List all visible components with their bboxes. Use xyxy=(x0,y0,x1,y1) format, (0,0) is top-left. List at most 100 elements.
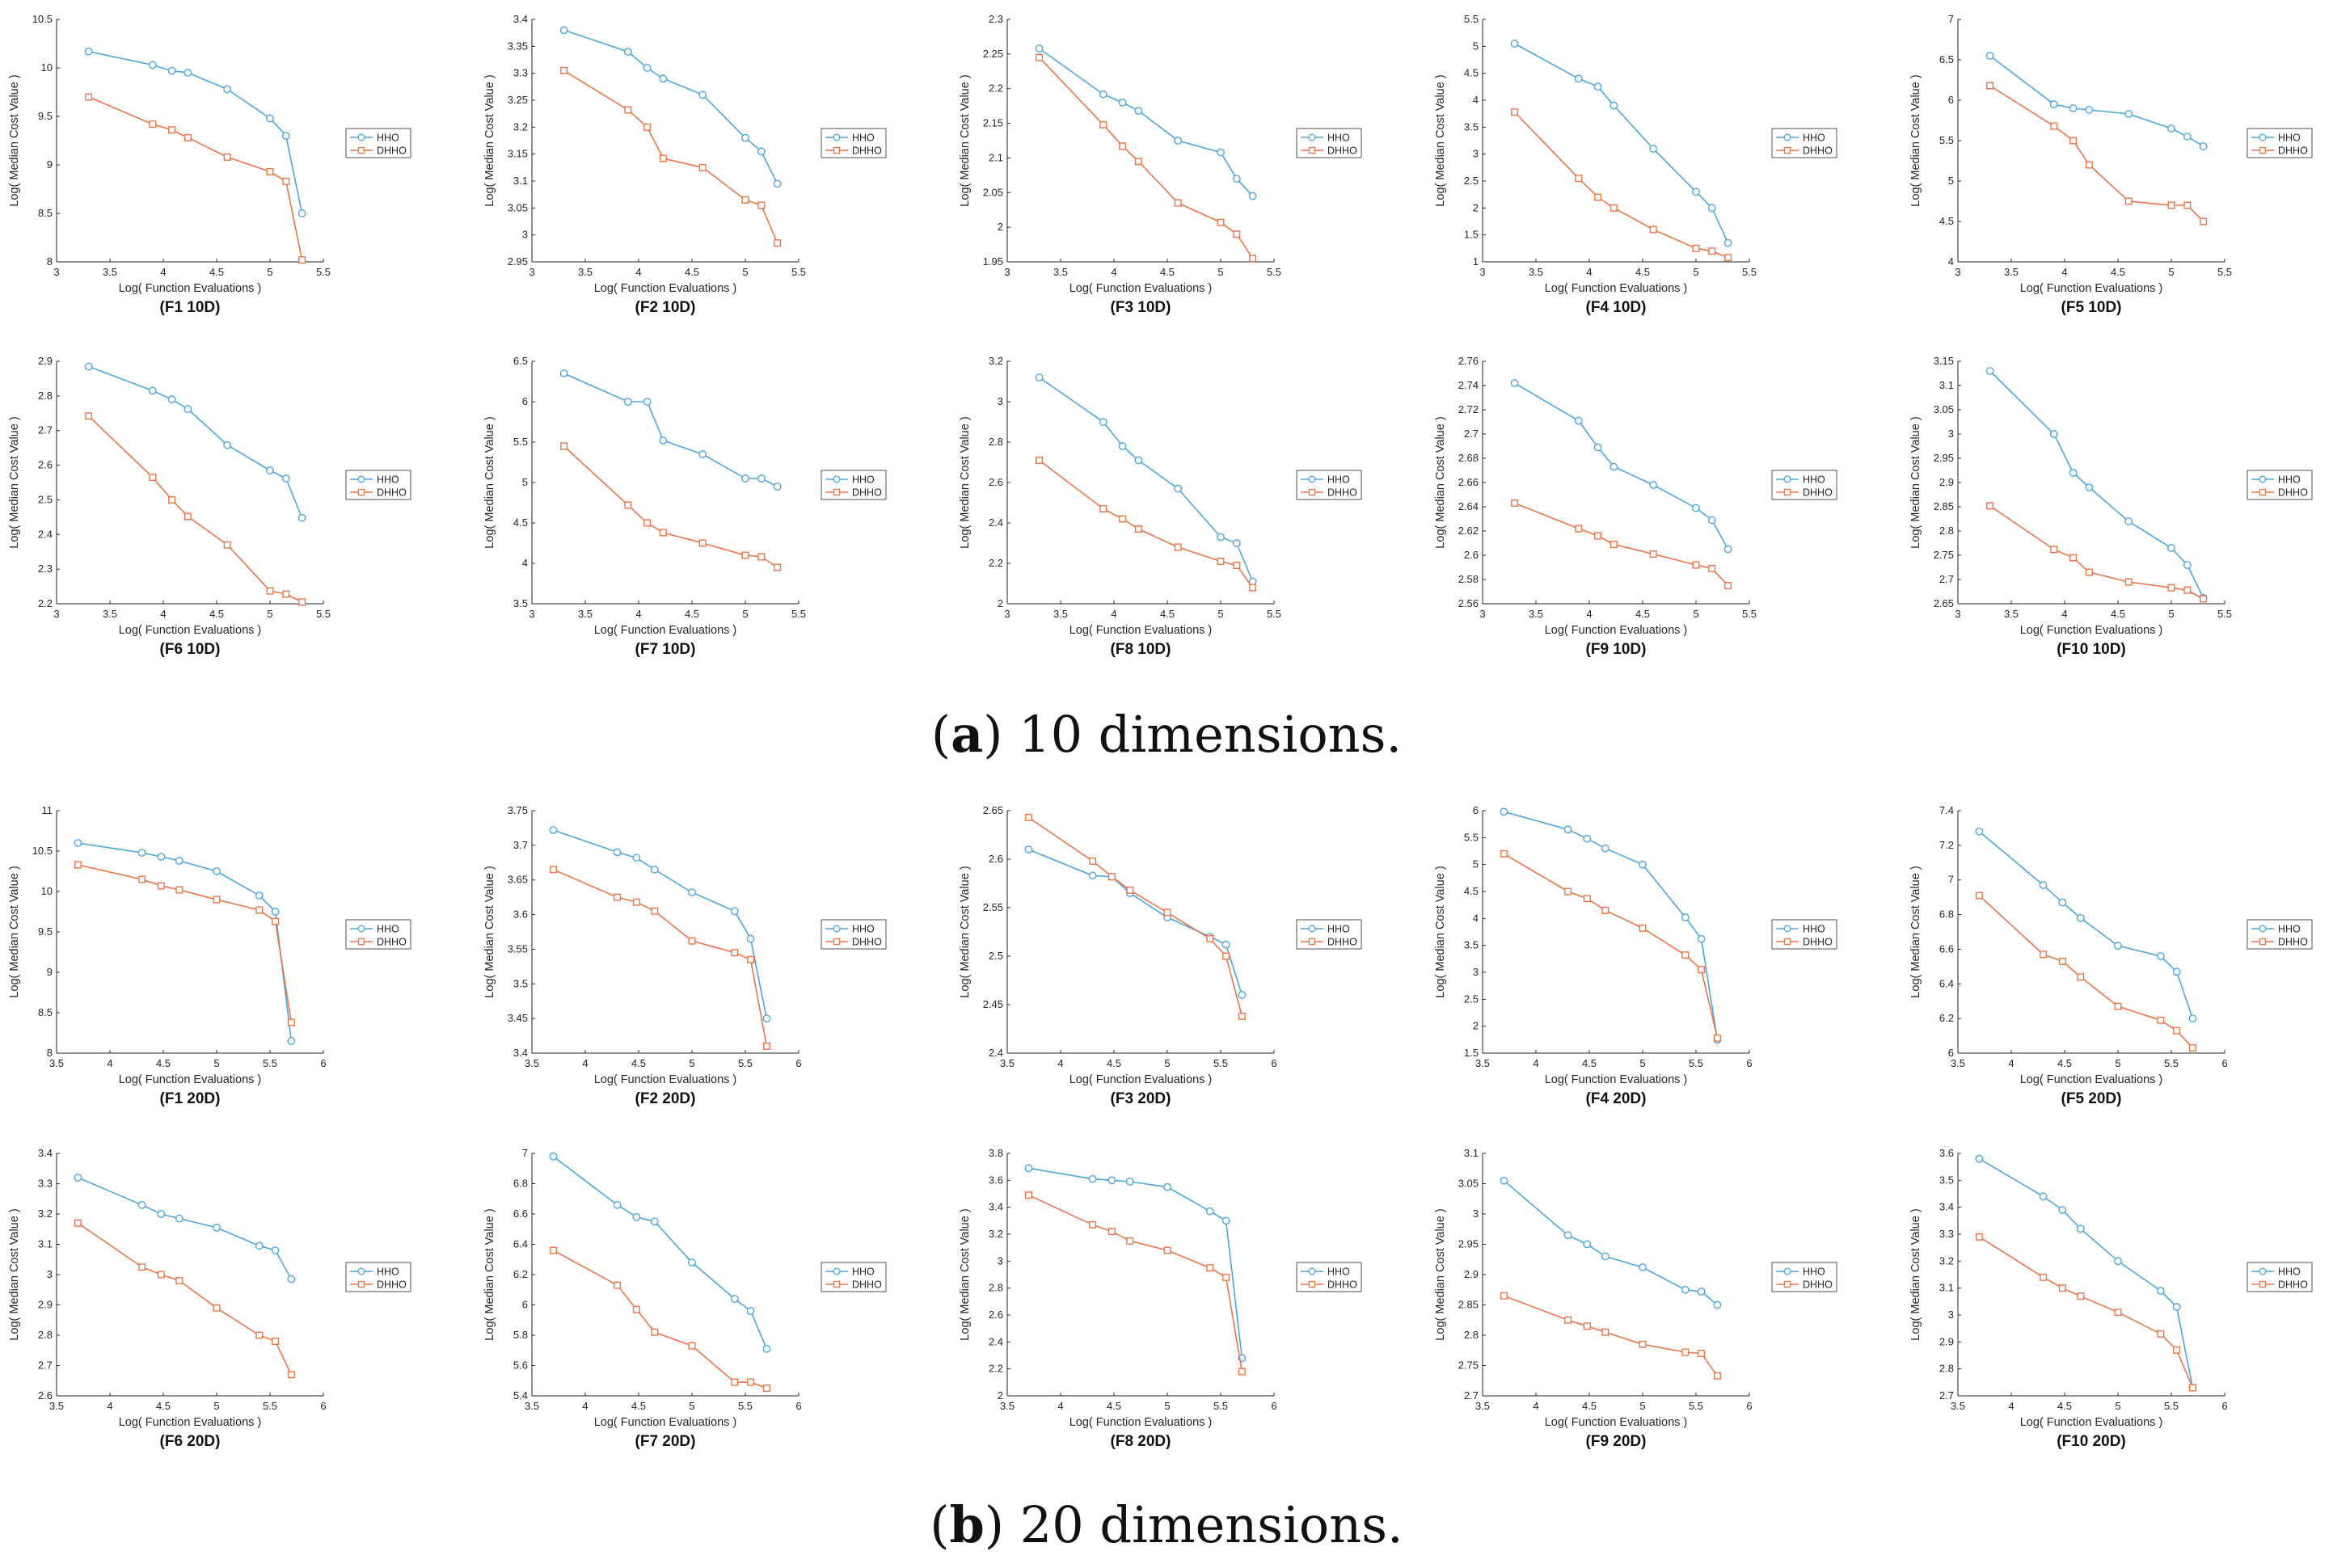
y-tick-label: 2.15 xyxy=(983,117,1003,129)
data-point-dhho xyxy=(2085,161,2093,169)
y-tick-label: 9.5 xyxy=(38,110,53,122)
data-point-dhho xyxy=(688,1342,696,1350)
legend-marker-dhho xyxy=(1308,938,1316,946)
data-point-hho xyxy=(1707,204,1716,213)
y-tick-label: 2.4 xyxy=(989,1335,1003,1347)
y-tick-label: 2.7 xyxy=(1464,1389,1479,1402)
data-point-hho xyxy=(2183,561,2192,569)
x-tick-label: 5.5 xyxy=(2164,1057,2179,1069)
data-point-hho xyxy=(549,826,558,834)
x-tick-label: 5.5 xyxy=(1689,1057,1703,1069)
data-point-dhho xyxy=(1238,1012,1246,1020)
x-tick-label: 3.5 xyxy=(2004,608,2019,620)
data-point-dhho xyxy=(651,1328,659,1336)
data-point-hho xyxy=(1583,834,1592,843)
legend-label-hho: HHO xyxy=(1327,133,1350,144)
series-line-hho xyxy=(553,829,768,1019)
x-tick-label: 4 xyxy=(1111,608,1116,620)
data-point-hho xyxy=(1707,516,1716,525)
data-point-dhho xyxy=(2069,137,2078,145)
y-tick-label: 3 xyxy=(47,1268,53,1280)
chart-title: (F5 20D) xyxy=(2061,1090,2122,1107)
series-line-hho xyxy=(1504,811,1719,1040)
x-tick-label: 5 xyxy=(1217,608,1223,620)
x-tick-label: 5.5 xyxy=(1267,608,1281,620)
data-point-hho xyxy=(255,1241,264,1250)
data-point-hho xyxy=(1692,504,1700,512)
y-tick-label: 3 xyxy=(1948,1309,1954,1321)
chart-title: (F5 10D) xyxy=(2061,299,2122,316)
series-line-dhho xyxy=(1028,1194,1243,1372)
chart-panel-18: 3.5 4 4.5 5 5.5 6 2 2.2 2.4 2.6 2.8 3 3.2 3.4 3.6 3.8 Lo… xyxy=(959,1147,1362,1450)
x-tick-label: 3.5 xyxy=(578,608,593,620)
x-tick-label: 4 xyxy=(1057,1057,1063,1069)
y-tick-label: 6.5 xyxy=(1939,53,1954,65)
data-point-dhho xyxy=(2085,568,2093,576)
data-point-dhho xyxy=(223,541,231,549)
x-axis-label: Log( Function Evaluations ) xyxy=(119,624,262,637)
data-point-dhho xyxy=(2167,584,2175,592)
legend-marker-hho xyxy=(833,133,841,141)
data-point-hho xyxy=(559,26,568,35)
data-point-hho xyxy=(1681,913,1690,921)
data-point-hho xyxy=(1088,1174,1097,1183)
y-tick-label: 3.05 xyxy=(1934,403,1954,415)
data-point-hho xyxy=(2039,1192,2048,1201)
y-tick-label: 2.6 xyxy=(989,853,1003,865)
x-tick-label: 3.5 xyxy=(1000,1400,1015,1412)
legend-label-hho: HHO xyxy=(852,924,875,935)
data-point-dhho xyxy=(1698,1349,1706,1357)
data-point-hho xyxy=(2167,124,2175,133)
y-tick-label: 10 xyxy=(41,61,53,74)
y-tick-label: 5.5 xyxy=(1464,831,1479,843)
data-point-hho xyxy=(698,450,707,458)
legend-label-hho: HHO xyxy=(1803,1267,1825,1278)
x-tick-label: 3.5 xyxy=(1053,266,1068,278)
data-point-hho xyxy=(688,888,696,897)
y-tick-label: 2.8 xyxy=(38,390,53,402)
y-tick-label: 3.3 xyxy=(38,1178,53,1190)
x-tick-label: 4 xyxy=(1111,266,1116,278)
x-tick-label: 5.5 xyxy=(263,1057,277,1069)
y-tick-label: 2.75 xyxy=(1458,1359,1479,1372)
legend-marker-dhho xyxy=(833,146,841,154)
data-point-dhho xyxy=(1511,108,1519,116)
legend-box xyxy=(2247,1262,2313,1292)
series-line-dhho xyxy=(553,1250,767,1389)
data-point-dhho xyxy=(1511,499,1519,508)
y-tick-label: 6.4 xyxy=(513,1238,528,1250)
y-tick-label: 2.95 xyxy=(1458,1238,1479,1250)
y-tick-label: 2.5 xyxy=(1464,175,1479,187)
data-point-hho xyxy=(1723,545,1732,554)
data-point-dhho xyxy=(643,123,652,131)
data-point-dhho xyxy=(1174,543,1182,551)
legend-marker-hho xyxy=(2259,475,2267,483)
data-point-dhho xyxy=(287,1018,295,1026)
y-tick-label: 4.5 xyxy=(1464,885,1479,897)
data-point-dhho xyxy=(266,167,274,175)
x-tick-label: 3.5 xyxy=(1475,1400,1490,1412)
x-axis-label: Log( Function Evaluations ) xyxy=(594,624,737,637)
series-line-hho xyxy=(563,373,778,487)
chart-title: (F2 20D) xyxy=(635,1090,696,1107)
data-point-hho xyxy=(271,1246,280,1254)
data-point-hho xyxy=(1723,238,1732,247)
legend-label-dhho: DHHO xyxy=(377,937,407,948)
x-tick-label: 4 xyxy=(582,1057,588,1069)
chart-panel-2: 3 3.5 4 4.5 5 5.52.9533.053.13.153.23.253.33.… xyxy=(483,13,887,316)
data-point-hho xyxy=(741,474,749,483)
data-point-hho xyxy=(1692,188,1700,196)
data-point-hho xyxy=(287,1037,296,1045)
data-point-dhho xyxy=(1222,1273,1230,1281)
x-tick-label: 5 xyxy=(1639,1057,1645,1069)
data-point-hho xyxy=(1217,148,1225,157)
y-tick-label: 3.05 xyxy=(508,201,528,213)
data-point-hho xyxy=(266,114,274,123)
legend-box xyxy=(1296,1262,1362,1292)
y-tick-label: 3.75 xyxy=(508,804,528,816)
y-tick-label: 3.45 xyxy=(508,1012,528,1024)
